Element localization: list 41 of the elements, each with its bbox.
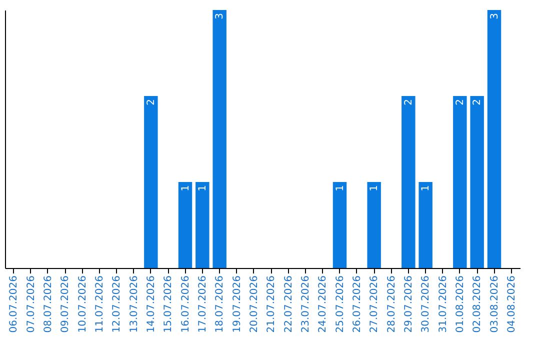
- x-tick-label: 01.08.2026: [454, 276, 466, 333]
- data-label: 2: [454, 99, 466, 106]
- x-tick-label: 11.07.2026: [94, 276, 106, 333]
- x-tick-label: 03.08.2026: [489, 276, 500, 333]
- data-label: 3: [214, 13, 226, 20]
- x-tick-label: 18.07.2026: [214, 276, 226, 333]
- data-label: 1: [180, 185, 192, 192]
- x-tick-label: 13.07.2026: [128, 276, 140, 333]
- x-tick-label: 29.07.2026: [403, 276, 414, 333]
- x-tick-label: 27.07.2026: [369, 276, 380, 333]
- x-tick-label: 28.07.2026: [386, 276, 398, 333]
- data-label: 2: [472, 99, 484, 106]
- data-label: 3: [489, 13, 500, 20]
- data-label: 1: [420, 185, 432, 192]
- x-tick-label: 19.07.2026: [232, 276, 243, 333]
- x-tick-label: 12.07.2026: [112, 276, 123, 333]
- data-label: 2: [146, 99, 157, 106]
- x-tick-label: 14.07.2026: [146, 276, 157, 333]
- x-tick-label: 20.07.2026: [248, 276, 260, 333]
- x-tick-label: 09.07.2026: [60, 276, 72, 333]
- x-tick-label: 02.08.2026: [472, 276, 484, 333]
- x-tick-label: 16.07.2026: [180, 276, 192, 333]
- x-tick-label: 31.07.2026: [438, 276, 449, 333]
- data-label: 1: [369, 185, 380, 192]
- x-tick-label: 22.07.2026: [283, 276, 294, 333]
- x-tick-label: 06.07.2026: [8, 276, 20, 333]
- data-label: 1: [197, 185, 208, 192]
- x-tick-label: 21.07.2026: [266, 276, 278, 333]
- x-tick-label: 26.07.2026: [352, 276, 363, 333]
- x-tick-label: 23.07.2026: [300, 276, 312, 333]
- x-tick-label: 30.07.2026: [420, 276, 432, 333]
- x-tick-label: 25.07.2026: [334, 276, 346, 333]
- x-tick-label: 10.07.2026: [77, 276, 88, 333]
- x-tick-label: 08.07.2026: [42, 276, 54, 333]
- data-label: 2: [403, 99, 414, 106]
- x-tick-label: 04.08.2026: [506, 276, 518, 333]
- data-label: 1: [334, 185, 346, 192]
- x-tick-label: 07.07.2026: [26, 276, 37, 333]
- x-tick-label: 24.07.2026: [318, 276, 329, 333]
- x-tick-label: 15.07.2026: [163, 276, 174, 333]
- x-tick-label: 17.07.2026: [197, 276, 208, 333]
